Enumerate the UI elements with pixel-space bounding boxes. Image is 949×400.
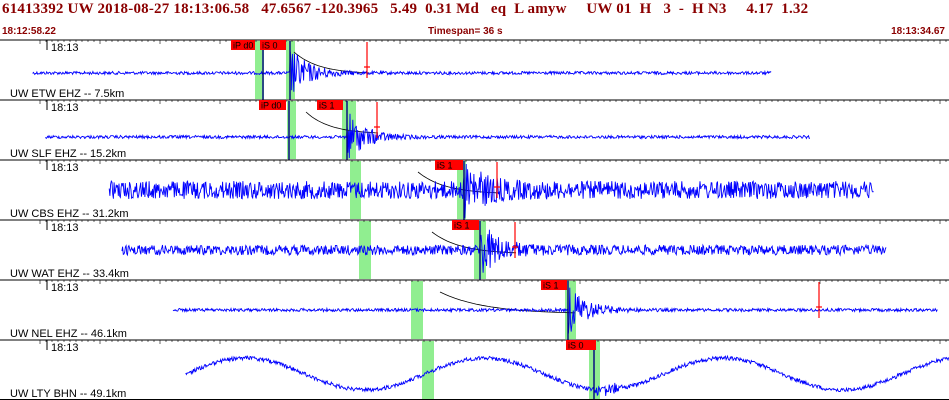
pick-label-box[interactable]	[566, 340, 596, 350]
trace-panel-nel[interactable]: 18:13 UW NEL EHZ -- 46.1km iS 1	[0, 279, 949, 340]
panel-time-label: 18:13	[51, 42, 79, 54]
pick-label-box[interactable]	[452, 220, 479, 230]
pick-window-1	[255, 41, 264, 99]
pick-label-box[interactable]	[259, 100, 286, 110]
pick-label-box[interactable]	[260, 40, 286, 50]
pick-window-1	[287, 101, 296, 159]
header-bar: 61413392 UW 2018-08-27 18:13:06.58 47.65…	[0, 0, 949, 24]
timespan-label: Timespan= 36 s	[428, 26, 503, 37]
channel-label: UW WAT EHZ -- 33.4km	[10, 268, 129, 280]
event-title: 61413392 UW 2018-08-27 18:13:06.58 47.65…	[2, 1, 809, 17]
waveform-trace[interactable]	[32, 51, 772, 92]
waveform-trace[interactable]	[45, 113, 811, 159]
pick-label-box[interactable]	[435, 160, 463, 170]
trace-panel-wat[interactable]: 18:13 UW WAT EHZ -- 33.4km iS 1	[0, 219, 949, 280]
panel-time-label: 18:13	[51, 162, 79, 174]
trace-panel-cbs[interactable]: 18:13 UW CBS EHZ -- 31.2km iS 1	[0, 159, 949, 220]
channel-label: UW ETW EHZ -- 7.5km	[10, 88, 124, 100]
panel-time-label: 18:13	[51, 222, 79, 234]
pick-window-1	[422, 341, 434, 399]
coda-curve	[293, 51, 370, 74]
pick-label: iS 1	[437, 161, 453, 171]
trace-panel-slf[interactable]: 18:13 UW SLF EHZ -- 15.2km iP d0 iS 1	[0, 99, 949, 160]
waveform-trace[interactable]	[185, 354, 949, 397]
end-time-label: 18:13:34.67	[891, 26, 945, 37]
channel-label: UW LTY BHN -- 49.1km	[10, 388, 126, 400]
channel-label: UW SLF EHZ -- 15.2km	[10, 148, 126, 160]
pick-label: iS 1	[319, 101, 335, 111]
pick-label: iS 0	[568, 341, 584, 351]
pick-label: iS 1	[543, 281, 559, 291]
pick-label-box[interactable]	[231, 40, 255, 50]
waveform-trace[interactable]	[172, 287, 938, 334]
waveform-trace[interactable]	[108, 163, 874, 219]
pick-label: iP d0	[233, 41, 253, 51]
waveform-trace[interactable]	[121, 229, 887, 273]
trace-panel-lty[interactable]: 18:13 UW LTY BHN -- 49.1km iS 0	[0, 339, 949, 400]
pick-label: iP d0	[261, 101, 281, 111]
channel-label: UW CBS EHZ -- 31.2km	[10, 208, 129, 220]
trace-panel-etw[interactable]: 18:13 UW ETW EHZ -- 7.5km iP d0 iS 0	[0, 39, 949, 100]
panel-time-label: 18:13	[51, 282, 79, 294]
pick-label-box[interactable]	[541, 280, 567, 290]
coda-curve	[305, 111, 379, 134]
pick-label: iS 0	[262, 41, 278, 51]
panel-time-label: 18:13	[51, 342, 79, 354]
channel-label: UW NEL EHZ -- 46.1km	[10, 328, 127, 340]
pick-label: iS 1	[454, 221, 470, 231]
panel-time-label: 18:13	[51, 102, 79, 114]
coda-curve	[439, 291, 576, 314]
pick-label-box[interactable]	[317, 100, 343, 110]
start-time-label: 18:12:58.22	[2, 26, 56, 37]
